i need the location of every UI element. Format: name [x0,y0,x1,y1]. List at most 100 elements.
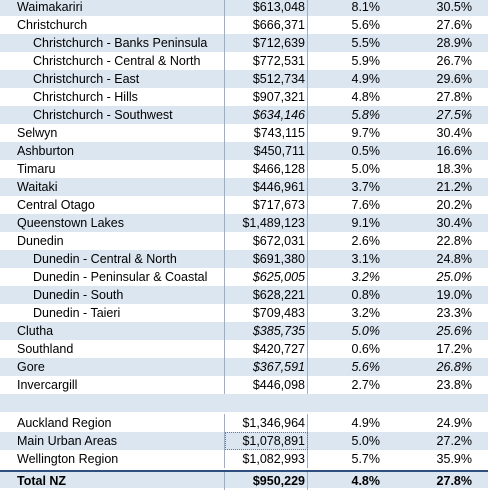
row-percent-cell[interactable]: 24.8% [386,250,488,268]
row-value-cell[interactable]: $772,531 [225,52,308,70]
row-growth-cell[interactable]: 5.7% [308,450,386,468]
row-percent-cell[interactable]: 17.2% [386,340,488,358]
row-value-cell[interactable]: $1,489,123 [225,214,308,232]
row-name-cell[interactable]: Invercargill [0,376,225,394]
row-name-cell[interactable]: Waitaki [0,178,225,196]
row-growth-cell[interactable]: 9.7% [308,124,386,142]
row-name-cell[interactable]: Christchurch [0,16,225,34]
row-percent-cell[interactable]: 25.6% [386,322,488,340]
row-growth-cell[interactable]: 5.8% [308,106,386,124]
row-percent-cell[interactable]: 20.2% [386,196,488,214]
row-growth-cell[interactable]: 5.0% [308,160,386,178]
row-growth-cell[interactable]: 5.0% [308,432,386,450]
row-value-cell[interactable]: $446,961 [225,178,308,196]
row-growth-cell[interactable]: 5.9% [308,52,386,70]
row-name-cell[interactable]: Gore [0,358,225,376]
row-growth-cell[interactable]: 0.6% [308,340,386,358]
row-name-cell[interactable]: Central Otago [0,196,225,214]
row-percent-cell[interactable]: 16.6% [386,142,488,160]
row-percent-cell[interactable]: 30.4% [386,214,488,232]
row-percent-cell[interactable]: 22.8% [386,232,488,250]
row-growth-cell[interactable]: 7.6% [308,196,386,214]
row-name-cell[interactable]: Selwyn [0,124,225,142]
row-name-cell[interactable]: Dunedin - South [0,286,225,304]
row-growth-cell[interactable]: 5.6% [308,16,386,34]
row-name-cell[interactable]: Dunedin - Taieri [0,304,225,322]
row-growth-cell[interactable]: 5.0% [308,322,386,340]
row-name-cell[interactable]: Dunedin - Peninsular & Coastal [0,268,225,286]
row-name-cell[interactable]: Christchurch - Banks Peninsula [0,34,225,52]
row-name-cell[interactable]: Southland [0,340,225,358]
row-percent-cell[interactable]: 30.4% [386,124,488,142]
row-growth-cell[interactable]: 5.5% [308,34,386,52]
row-growth-cell[interactable]: 3.1% [308,250,386,268]
row-percent-cell[interactable]: 27.2% [386,432,488,450]
row-name-cell[interactable]: Christchurch - East [0,70,225,88]
row-value-cell[interactable]: $450,711 [225,142,308,160]
row-value-cell[interactable]: $666,371 [225,16,308,34]
row-growth-cell[interactable]: 5.6% [308,358,386,376]
row-name-cell[interactable]: Total NZ [0,472,225,490]
row-value-cell[interactable]: $743,115 [225,124,308,142]
row-name-cell[interactable]: Ashburton [0,142,225,160]
row-value-cell[interactable]: $1,078,891 [225,432,308,450]
row-value-cell[interactable]: $625,005 [225,268,308,286]
row-percent-cell[interactable]: 25.0% [386,268,488,286]
row-value-cell[interactable]: $420,727 [225,340,308,358]
row-growth-cell[interactable]: 4.8% [308,88,386,106]
row-value-cell[interactable]: $717,673 [225,196,308,214]
row-value-cell[interactable]: $385,735 [225,322,308,340]
row-percent-cell[interactable]: 24.9% [386,414,488,432]
row-value-cell[interactable]: $466,128 [225,160,308,178]
row-growth-cell[interactable]: 3.2% [308,304,386,322]
row-growth-cell[interactable]: 4.9% [308,414,386,432]
row-percent-cell[interactable]: 18.3% [386,160,488,178]
row-value-cell[interactable]: $1,346,964 [225,414,308,432]
row-value-cell[interactable]: $613,048 [225,0,308,16]
row-name-cell[interactable]: Dunedin [0,232,225,250]
row-growth-cell[interactable]: 0.8% [308,286,386,304]
row-percent-cell[interactable]: 29.6% [386,70,488,88]
row-percent-cell[interactable]: 27.6% [386,16,488,34]
row-percent-cell[interactable]: 35.9% [386,450,488,468]
row-name-cell[interactable]: Waimakariri [0,0,225,16]
row-growth-cell[interactable]: 9.1% [308,214,386,232]
row-growth-cell[interactable]: 8.1% [308,0,386,16]
row-growth-cell[interactable]: 3.7% [308,178,386,196]
row-percent-cell[interactable]: 23.8% [386,376,488,394]
row-value-cell[interactable]: $907,321 [225,88,308,106]
row-value-cell[interactable]: $446,098 [225,376,308,394]
row-value-cell[interactable]: $950,229 [225,472,308,490]
row-name-cell[interactable]: Dunedin - Central & North [0,250,225,268]
row-value-cell[interactable]: $709,483 [225,304,308,322]
row-percent-cell[interactable]: 21.2% [386,178,488,196]
row-percent-cell[interactable]: 19.0% [386,286,488,304]
row-percent-cell[interactable]: 27.8% [386,88,488,106]
row-value-cell[interactable]: $1,082,993 [225,450,308,468]
row-value-cell[interactable]: $512,734 [225,70,308,88]
row-name-cell[interactable]: Timaru [0,160,225,178]
row-name-cell[interactable]: Christchurch - Central & North [0,52,225,70]
row-percent-cell[interactable]: 28.9% [386,34,488,52]
row-value-cell[interactable]: $672,031 [225,232,308,250]
row-percent-cell[interactable]: 30.5% [386,0,488,16]
row-percent-cell[interactable]: 27.5% [386,106,488,124]
row-growth-cell[interactable]: 3.2% [308,268,386,286]
row-growth-cell[interactable]: 2.7% [308,376,386,394]
row-percent-cell[interactable]: 26.7% [386,52,488,70]
row-value-cell[interactable]: $634,146 [225,106,308,124]
row-name-cell[interactable]: Main Urban Areas [0,432,225,450]
row-name-cell[interactable]: Queenstown Lakes [0,214,225,232]
row-growth-cell[interactable]: 4.8% [308,472,386,490]
row-name-cell[interactable]: Christchurch - Hills [0,88,225,106]
row-percent-cell[interactable]: 26.8% [386,358,488,376]
row-name-cell[interactable]: Auckland Region [0,414,225,432]
row-value-cell[interactable]: $367,591 [225,358,308,376]
row-growth-cell[interactable]: 2.6% [308,232,386,250]
row-name-cell[interactable]: Clutha [0,322,225,340]
row-value-cell[interactable]: $691,380 [225,250,308,268]
row-percent-cell[interactable]: 27.8% [386,472,488,490]
row-growth-cell[interactable]: 0.5% [308,142,386,160]
row-value-cell[interactable]: $628,221 [225,286,308,304]
row-growth-cell[interactable]: 4.9% [308,70,386,88]
